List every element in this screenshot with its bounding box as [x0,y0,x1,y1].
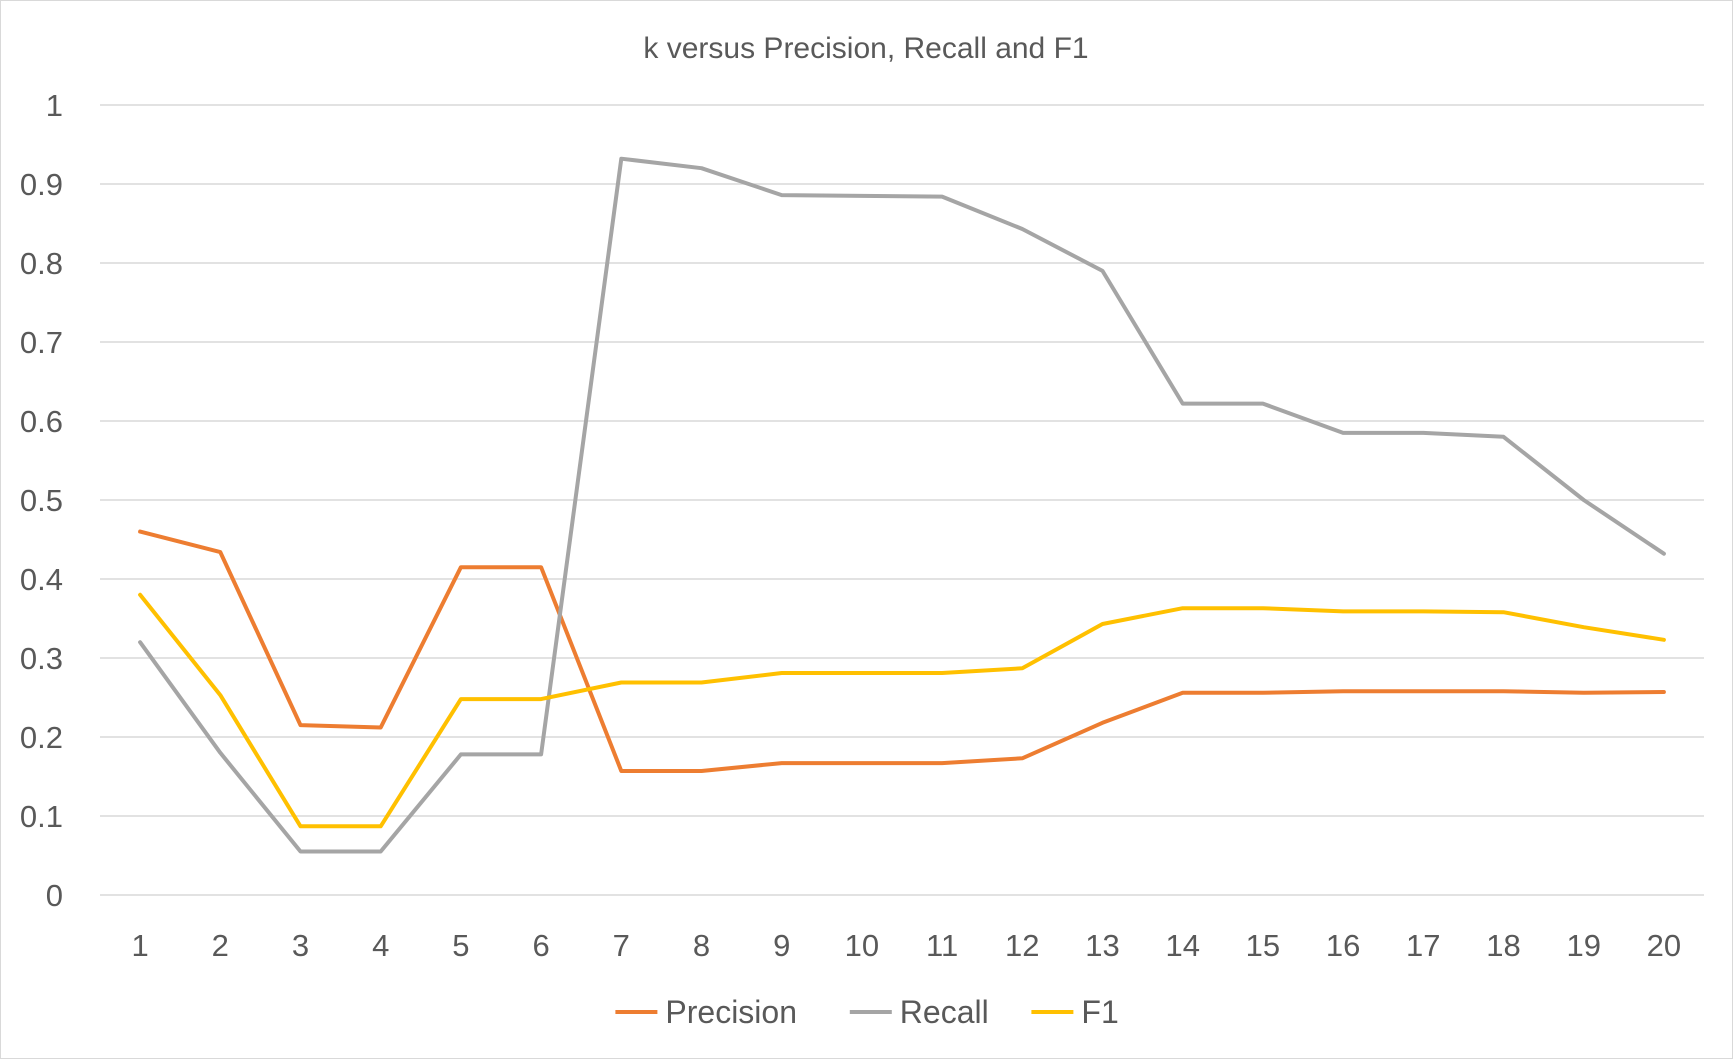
x-tick-label: 13 [1085,928,1119,963]
y-tick-label: 0 [46,878,63,913]
y-tick-label: 1 [46,88,63,123]
chart-title: k versus Precision, Recall and F1 [643,32,1088,65]
legend: Precision Recall F1 [615,994,1119,1030]
y-tick-label: 0.9 [20,167,63,202]
x-tick-label: 2 [212,928,229,963]
x-tick-label: 20 [1647,928,1681,963]
x-tick-label: 19 [1566,928,1600,963]
y-tick-label: 0.7 [20,325,63,360]
x-tick-label: 15 [1246,928,1280,963]
x-tick-label: 16 [1326,928,1360,963]
x-axis-ticks: 1 2 3 4 5 6 7 8 9 10 11 12 13 14 15 16 17 18 19 20 [131,928,1681,963]
x-tick-label: 18 [1486,928,1520,963]
x-tick-label: 6 [532,928,549,963]
legend-item-f1: F1 [1031,994,1119,1030]
series-line-f1 [138,592,1666,829]
x-tick-label: 9 [773,928,790,963]
series-line-precision [138,529,1666,773]
y-tick-label: 0.5 [20,483,63,518]
series-lines [138,156,1666,854]
x-tick-label: 12 [1005,928,1039,963]
x-tick-label: 3 [292,928,309,963]
x-tick-label: 7 [613,928,630,963]
legend-label: Precision [665,994,797,1030]
y-tick-label: 0.2 [20,720,63,755]
y-tick-label: 0.8 [20,246,63,281]
y-axis-ticks: 0 0.1 0.2 0.3 0.4 0.5 0.6 0.7 0.8 0.9 1 [20,88,63,913]
legend-label: F1 [1081,994,1118,1030]
gridlines [100,104,1704,896]
x-tick-label: 5 [452,928,469,963]
x-tick-label: 14 [1165,928,1199,963]
x-tick-label: 11 [926,928,958,963]
series-line-recall [138,156,1666,854]
y-tick-label: 0.1 [20,799,63,834]
x-tick-label: 4 [372,928,389,963]
y-tick-label: 0.3 [20,641,63,676]
x-tick-label: 17 [1406,928,1440,963]
legend-label: Recall [900,994,989,1030]
x-tick-label: 1 [131,928,148,963]
y-tick-label: 0.6 [20,404,63,439]
legend-item-precision: Precision [615,994,797,1030]
x-tick-label: 8 [693,928,710,963]
legend-item-recall: Recall [849,994,989,1030]
y-tick-label: 0.4 [20,562,63,597]
x-tick-label: 10 [845,928,879,963]
